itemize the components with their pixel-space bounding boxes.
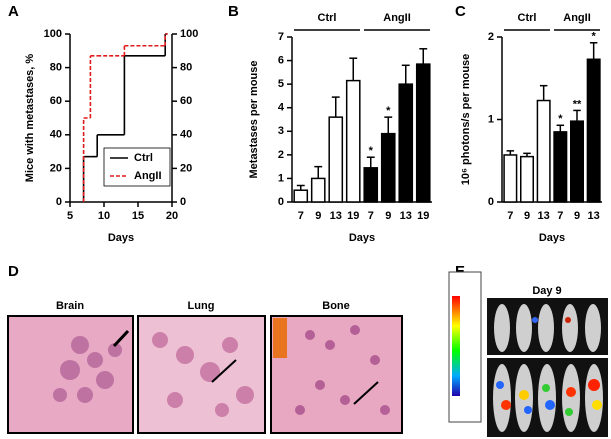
y2-tick-label: 20: [180, 162, 192, 174]
x-tick-label: 20: [166, 210, 178, 222]
bar: [536, 99, 551, 203]
arrow: [112, 329, 130, 348]
legend-label: AngII: [134, 170, 162, 182]
y-axis-label: Metastases per mouse: [248, 61, 260, 179]
bar: [363, 167, 379, 203]
y-tick-label: 7: [278, 31, 284, 43]
x-tick-label: 7: [368, 210, 374, 222]
x-tick-label: 15: [132, 210, 144, 222]
significance-marker: *: [386, 105, 391, 117]
x-tick-label: 7: [557, 210, 563, 222]
group-label: AngII: [383, 12, 411, 24]
y-tick-label: 100: [44, 28, 62, 40]
y-tick-label: 40: [50, 129, 62, 141]
significance-marker: *: [558, 113, 563, 125]
y-tick-label: 1: [488, 113, 494, 125]
y2-tick-label: 40: [180, 129, 192, 141]
histology-images: [7, 315, 403, 434]
significance-marker: *: [592, 31, 597, 43]
x-tick-label: 7: [298, 210, 304, 222]
x-axis-label: Days: [108, 232, 134, 244]
x-tick-label: 9: [315, 210, 321, 222]
bar: [520, 155, 534, 203]
arrow: [353, 381, 379, 405]
x-tick-label: 9: [385, 210, 391, 222]
x-tick-label: 13: [588, 210, 600, 222]
image-title: Day 9: [532, 285, 561, 297]
cells: [295, 325, 390, 415]
imaging-panel: [448, 271, 608, 437]
panel-label: D: [8, 263, 19, 280]
panel-label: B: [228, 3, 239, 20]
y-tick-label: 5: [278, 78, 284, 90]
x-tick-label: 13: [400, 210, 412, 222]
x-tick-label: 13: [330, 210, 342, 222]
y-tick-label: 4: [278, 102, 285, 114]
signal: [496, 317, 602, 416]
legend-label: Ctrl: [134, 152, 153, 164]
bar: [380, 132, 396, 203]
y-tick-label: 1: [278, 172, 284, 184]
y-tick-label: 80: [50, 62, 62, 74]
bar: [310, 177, 326, 203]
x-tick-label: 9: [524, 210, 530, 222]
bar: [553, 131, 568, 203]
y-tick-label: 6: [278, 54, 284, 66]
significance-marker: *: [369, 145, 374, 157]
panel-label: A: [8, 3, 19, 20]
y-axis-label: Mice with metastases, %: [24, 54, 36, 183]
mice: [493, 304, 603, 432]
x-tick-label: 10: [98, 210, 110, 222]
bar: [586, 58, 601, 203]
significance-marker: **: [573, 98, 582, 110]
x-tick-label: 19: [417, 210, 429, 222]
image-title: Brain: [56, 300, 84, 312]
legend-box: [103, 147, 171, 187]
y-tick-label: 2: [278, 149, 284, 161]
cells: [53, 336, 122, 403]
x-tick-label: 7: [507, 210, 513, 222]
bone-image: [270, 315, 403, 434]
bar: [345, 79, 361, 203]
y2-tick-label: 80: [180, 62, 192, 74]
image-title: Lung: [188, 300, 215, 312]
bar: [503, 154, 518, 203]
bar: [328, 116, 344, 203]
bar: [415, 63, 431, 203]
bone-tissue: [273, 318, 287, 358]
panel-label: E: [455, 263, 465, 280]
y2-tick-label: 60: [180, 95, 192, 107]
y-tick-label: 20: [50, 162, 62, 174]
panel-label: C: [455, 3, 466, 20]
x-axis-label: Days: [539, 232, 565, 244]
y-tick-label: 0: [278, 196, 284, 208]
y-tick-label: 3: [278, 125, 284, 137]
x-tick-label: 19: [347, 210, 359, 222]
y2-tick-label: 0: [180, 196, 186, 208]
bar: [398, 83, 414, 203]
x-axis-label: Days: [349, 232, 375, 244]
y-tick-label: 0: [488, 196, 494, 208]
image-title: Bone: [322, 300, 350, 312]
y-tick-label: 60: [50, 95, 62, 107]
x-tick-label: 5: [67, 210, 73, 222]
cells: [152, 332, 254, 417]
y2-tick-label: 100: [180, 28, 198, 40]
group-label: Ctrl: [318, 12, 337, 24]
bar: [570, 120, 584, 203]
arrow: [211, 359, 237, 383]
y-tick-label: 0: [56, 196, 62, 208]
group-label: Ctrl: [518, 12, 537, 24]
x-tick-label: 9: [574, 210, 580, 222]
group-label: AngII: [563, 12, 591, 24]
y-axis-label: 10⁶ photons/s per mouse: [460, 54, 472, 186]
y-tick-label: 2: [488, 31, 494, 43]
x-tick-label: 13: [538, 210, 550, 222]
bar: [293, 189, 309, 203]
color-scale: [452, 296, 460, 396]
